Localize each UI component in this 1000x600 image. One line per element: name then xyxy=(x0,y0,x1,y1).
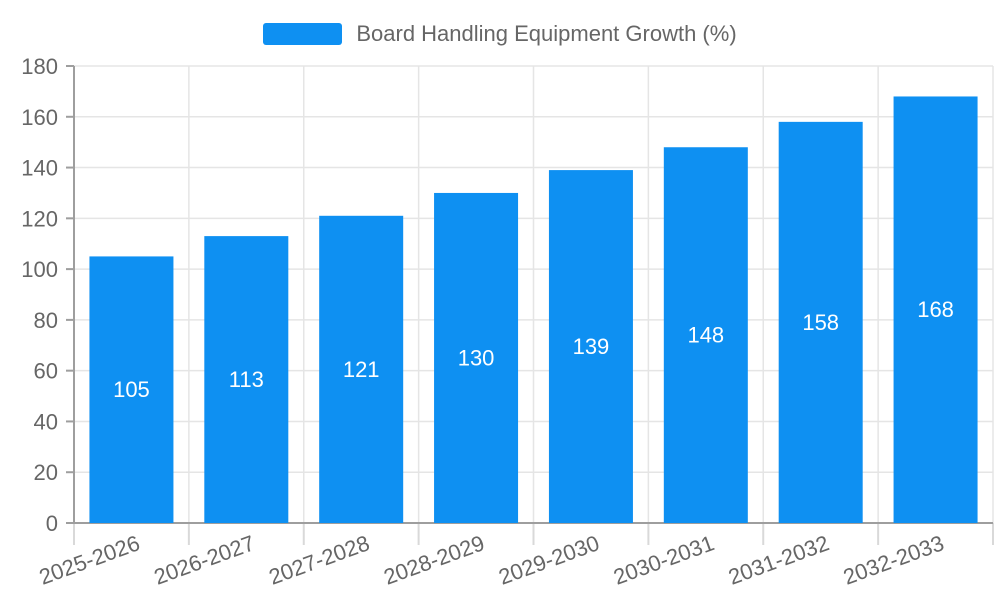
x-tick-label: 2032-2033 xyxy=(840,530,947,589)
y-tick-label: 60 xyxy=(34,359,58,384)
bar-value-label: 121 xyxy=(343,357,380,382)
bar-value-label: 113 xyxy=(229,367,264,392)
x-tick-label: 2027-2028 xyxy=(265,530,372,589)
x-tick-label: 2026-2027 xyxy=(151,530,258,589)
bar-2032-2033[interactable] xyxy=(893,96,978,523)
bar-value-label: 168 xyxy=(917,297,954,322)
y-tick-label: 140 xyxy=(21,156,58,181)
bar-value-label: 158 xyxy=(802,310,839,335)
x-tick-label: 2029-2030 xyxy=(495,530,602,589)
bar-value-label: 148 xyxy=(687,323,724,348)
bar-2028-2029[interactable] xyxy=(434,192,519,523)
bar-2026-2027[interactable] xyxy=(204,236,289,523)
x-tick-label: 2028-2029 xyxy=(380,530,487,589)
x-tick-label: 2025-2026 xyxy=(36,530,143,589)
y-tick-label: 100 xyxy=(21,257,58,282)
bar-2031-2032[interactable] xyxy=(778,121,863,523)
bar-2030-2031[interactable] xyxy=(663,147,748,523)
bar-2029-2030[interactable] xyxy=(548,170,633,523)
y-tick-label: 40 xyxy=(34,409,58,434)
bar-value-label: 105 xyxy=(113,377,150,402)
bar-value-label: 139 xyxy=(573,334,610,359)
y-tick-label: 20 xyxy=(34,460,58,485)
bar-2025-2026[interactable] xyxy=(89,256,174,523)
bar-value-label: 130 xyxy=(458,345,495,370)
legend-label: Board Handling Equipment Growth (%) xyxy=(356,21,737,46)
y-tick-label: 180 xyxy=(21,54,58,79)
y-tick-label: 0 xyxy=(46,511,58,536)
y-tick-label: 120 xyxy=(21,206,58,231)
y-tick-label: 80 xyxy=(34,308,58,333)
chart-legend[interactable]: Board Handling Equipment Growth (%) xyxy=(0,21,1000,47)
x-tick-label: 2030-2031 xyxy=(610,530,717,589)
y-tick-label: 160 xyxy=(21,105,58,130)
bar-2027-2028[interactable] xyxy=(319,215,404,524)
legend-swatch xyxy=(263,23,343,45)
x-tick-label: 2031-2032 xyxy=(725,530,832,589)
